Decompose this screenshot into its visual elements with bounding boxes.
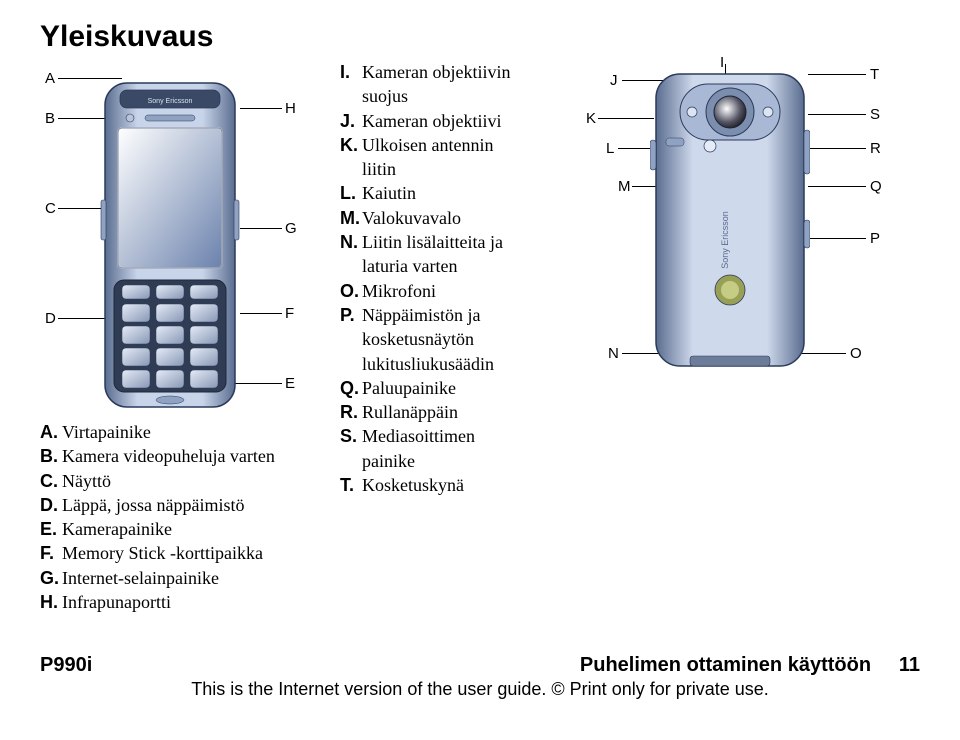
callout-P: P xyxy=(870,230,880,247)
legend-letter: N. xyxy=(340,230,362,279)
legend-letter: A. xyxy=(40,420,62,444)
phone-back-diagram: J K L M N I T S R Q P O xyxy=(550,60,910,460)
legend-text: Infrapunaportti xyxy=(62,590,330,614)
callout-A: A xyxy=(45,70,55,87)
legend-letter: O. xyxy=(340,279,362,303)
legend-text: Internet-selainpainike xyxy=(62,566,330,590)
legend-text: Liitin lisälaitteita ja laturia varten xyxy=(362,230,530,279)
svg-text:Sony Ericsson: Sony Ericsson xyxy=(720,211,730,269)
legend-row: N.Liitin lisälaitteita ja laturia varten xyxy=(340,230,530,279)
callout-N: N xyxy=(608,345,619,362)
callout-K: K xyxy=(586,110,596,127)
legend-letter: F. xyxy=(40,541,62,565)
legend-letter: S. xyxy=(340,424,362,473)
legend-text: Kosketuskynä xyxy=(362,473,530,497)
legend-text: Läppä, jossa näppäimistö xyxy=(62,493,330,517)
legend-row: L.Kaiutin xyxy=(340,181,530,205)
callout-R: R xyxy=(870,140,881,157)
callout-T: T xyxy=(870,66,879,83)
legend-text: Näyttö xyxy=(62,469,330,493)
callout-L: L xyxy=(606,140,614,157)
legend-letter: L. xyxy=(340,181,362,205)
legend-text: Mikrofoni xyxy=(362,279,530,303)
legend-letter: T. xyxy=(340,473,362,497)
legend-text: Kaiutin xyxy=(362,181,530,205)
legend-row: C.Näyttö xyxy=(40,469,330,493)
legend-row: Q.Paluupainike xyxy=(340,376,530,400)
legend-letter: G. xyxy=(40,566,62,590)
legend-row: E.Kamerapainike xyxy=(40,517,330,541)
legend-text: Memory Stick -korttipaikka xyxy=(62,541,330,565)
legend-row: B.Kamera videopuheluja varten xyxy=(40,444,330,468)
legend-letter: M. xyxy=(340,206,362,230)
phone-back-icon: Sony Ericsson xyxy=(650,70,810,370)
callout-I: I xyxy=(720,54,724,71)
legend-row: K.Ulkoisen antennin liitin xyxy=(340,133,530,182)
legend-text: Paluupainike xyxy=(362,376,530,400)
legend-row: H.Infrapunaportti xyxy=(40,590,330,614)
page-title: Yleiskuvaus xyxy=(40,20,920,54)
legend-row: O.Mikrofoni xyxy=(340,279,530,303)
legend-text: Näppäimistön ja kosketusnäytön lukitusli… xyxy=(362,303,530,376)
legend-row: T.Kosketuskynä xyxy=(340,473,530,497)
legend-text: Kamerapainike xyxy=(62,517,330,541)
legend-row: G.Internet-selainpainike xyxy=(40,566,330,590)
callout-E: E xyxy=(285,375,295,392)
legend-text: Valokuvavalo xyxy=(362,206,530,230)
legend-letter: B. xyxy=(40,444,62,468)
legend-row: D.Läppä, jossa näppäimistö xyxy=(40,493,330,517)
legend-front-list: A.VirtapainikeB.Kamera videopuheluja var… xyxy=(40,420,330,614)
callout-H: H xyxy=(285,100,296,117)
legend-letter: P. xyxy=(340,303,362,376)
legend-letter: C. xyxy=(40,469,62,493)
legend-row: M.Valokuvavalo xyxy=(340,206,530,230)
phone-front-diagram: A B C D H G F E xyxy=(40,60,300,460)
page-footer: P990i Puhelimen ottaminen käyttöön 11 Th… xyxy=(40,654,920,700)
callout-F: F xyxy=(285,305,294,322)
legend-text: Mediasoittimen painike xyxy=(362,424,530,473)
legend-text: Virtapainike xyxy=(62,420,330,444)
legend-letter: E. xyxy=(40,517,62,541)
callout-B: B xyxy=(45,110,55,127)
legend-text: Kamera videopuheluja varten xyxy=(62,444,330,468)
legend-text: Rullanäppäin xyxy=(362,400,530,424)
footer-model: P990i xyxy=(40,654,92,677)
legend-row: P.Näppäimistön ja kosketusnäytön lukitus… xyxy=(340,303,530,376)
legend-row: R.Rullanäppäin xyxy=(340,400,530,424)
legend-text: Ulkoisen antennin liitin xyxy=(362,133,530,182)
callout-M: M xyxy=(618,178,631,195)
legend-row: S.Mediasoittimen painike xyxy=(340,424,530,473)
footer-section: Puhelimen ottaminen käyttöön xyxy=(580,654,871,676)
phone-front-icon: Sony Ericsson xyxy=(100,80,240,410)
callout-G: G xyxy=(285,220,297,237)
legend-text: Kameran objektiivin suojus xyxy=(362,60,530,109)
legend-text: Kameran objektiivi xyxy=(362,109,530,133)
legend-letter: H. xyxy=(40,590,62,614)
svg-text:Sony Ericsson: Sony Ericsson xyxy=(148,98,193,105)
callout-J: J xyxy=(610,72,618,89)
legend-row: J.Kameran objektiivi xyxy=(340,109,530,133)
legend-letter: I. xyxy=(340,60,362,109)
legend-row: I.Kameran objektiivin suojus xyxy=(340,60,530,109)
legend-row: F.Memory Stick -korttipaikka xyxy=(40,541,330,565)
callout-C: C xyxy=(45,200,56,217)
legend-letter: K. xyxy=(340,133,362,182)
legend-back: I.Kameran objektiivin suojusJ.Kameran ob… xyxy=(340,60,530,497)
legend-letter: Q. xyxy=(340,376,362,400)
legend-row: A.Virtapainike xyxy=(40,420,330,444)
legend-letter: R. xyxy=(340,400,362,424)
footer-notice: This is the Internet version of the user… xyxy=(40,679,920,700)
footer-page-number: 11 xyxy=(899,654,920,676)
callout-D: D xyxy=(45,310,56,327)
callout-O: O xyxy=(850,345,862,362)
legend-letter: J. xyxy=(340,109,362,133)
legend-letter: D. xyxy=(40,493,62,517)
callout-Q: Q xyxy=(870,178,882,195)
callout-S: S xyxy=(870,106,880,123)
